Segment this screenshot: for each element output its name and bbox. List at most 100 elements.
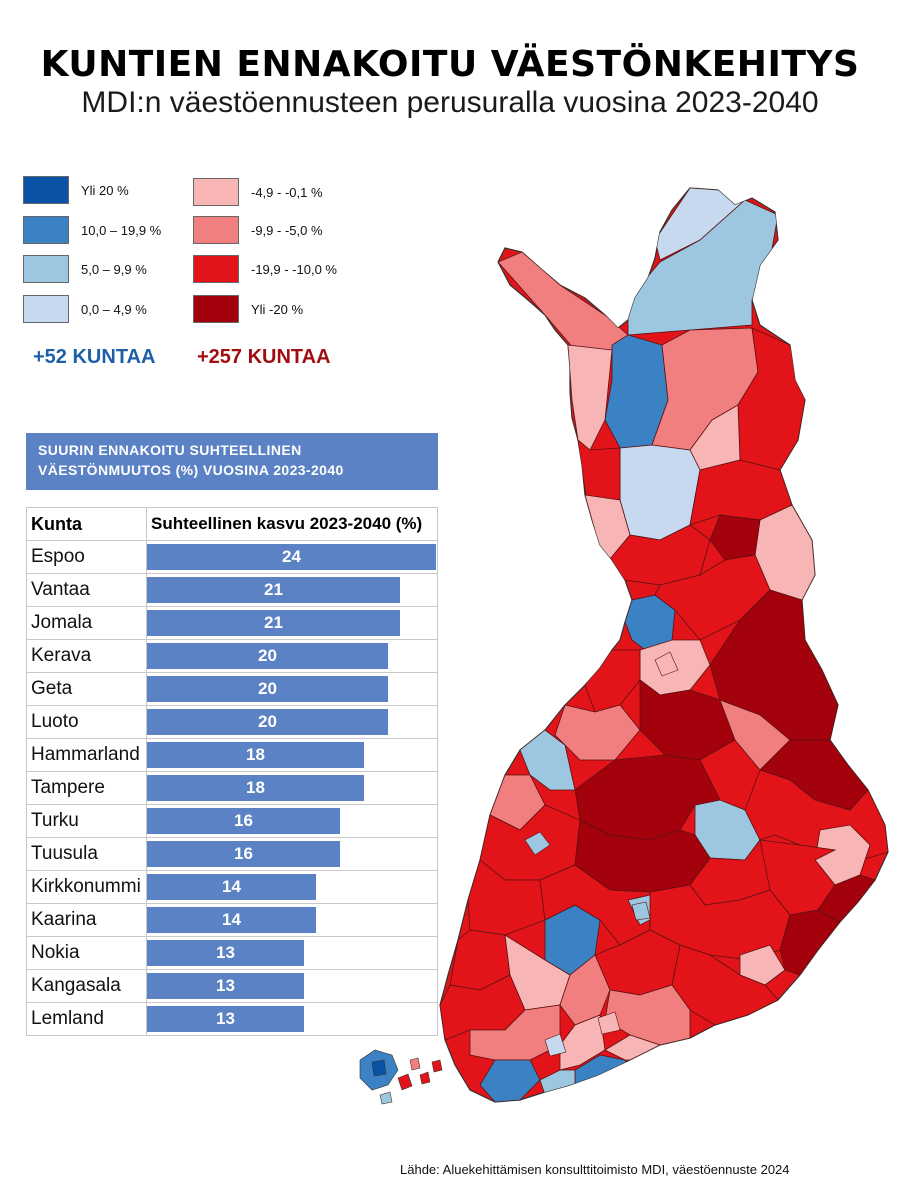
aland-islet-2 [397,1073,413,1091]
row-bar-cell: 13 [146,1002,438,1036]
row-bar: 18 [147,775,364,801]
row-municipality: Vantaa [26,573,147,607]
map-regions [359,187,889,1105]
row-municipality: Jomala [26,606,147,640]
row-municipality: Lemland [26,1002,147,1036]
region-sipoo [604,1034,662,1061]
col-header-name: Kunta [26,507,147,541]
aland-islands [359,1049,443,1105]
row-bar-cell: 21 [146,573,438,607]
legend-label: -4,9 - -0,1 % [251,184,323,200]
source-note: Lähde: Aluekehittämisen konsulttitoimist… [400,1162,790,1177]
table-row: Hammarland 18 [26,738,438,772]
table-heading-line2: VÄESTÖNMUUTOS (%) VUOSINA 2023-2040 [38,462,344,478]
legend-item-neg-5-9: -9,9 - -5,0 % [193,216,323,244]
table-body: Espoo 24 Vantaa 21 Jomala 21 Kerava 20 Geta 20 Luo… [26,540,438,1036]
legend-item-5-9: 5,0 – 9,9 % [23,255,147,283]
legend-label: 0,0 – 4,9 % [81,301,147,317]
row-bar: 18 [147,742,364,768]
lake-region-2 [597,1011,621,1035]
row-municipality: Nokia [26,936,147,970]
region-enontekio [497,251,629,351]
row-bar: 13 [147,973,304,999]
legend-item-yli-20: Yli 20 % [23,176,129,204]
row-municipality: Luoto [26,705,147,739]
row-municipality: Kaarina [26,903,147,937]
page-subtitle: MDI:n väestöennusteen perusuralla vuosin… [81,86,819,119]
row-municipality: Tampere [26,771,147,805]
region-kainuu [709,589,839,741]
row-bar-cell: 20 [146,639,438,673]
legend-label: 10,0 – 19,9 % [81,222,162,238]
lake-region-3 [544,1033,567,1057]
region-lappeenranta [779,909,841,976]
table-row: Geta 20 [26,672,438,706]
legend-swatch [23,176,69,204]
row-bar: 20 [147,709,388,735]
legend-swatch [193,216,239,244]
row-municipality: Turku [26,804,147,838]
table-row: Kangasala 13 [26,969,438,1003]
lake-region-1 [524,831,551,856]
table-row: Lemland 13 [26,1002,438,1036]
row-bar: 20 [147,676,388,702]
table-row: Vantaa 21 [26,573,438,607]
row-municipality: Kirkkonummi [26,870,147,904]
row-bar: 13 [147,940,304,966]
legend-swatch [193,295,239,323]
legend-label: -19,9 - -10,0 % [251,261,337,277]
aland-islet-4 [419,1071,431,1085]
aland-islet-6 [431,1059,443,1073]
row-bar-cell: 18 [146,771,438,805]
row-bar-cell: 14 [146,903,438,937]
growth-count: +52 KUNTAA [33,346,156,368]
aland-islet-1 [371,1059,387,1077]
row-bar-cell: 13 [146,969,438,1003]
row-bar-cell: 20 [146,672,438,706]
row-municipality: Hammarland [26,738,147,772]
legend-swatch [23,255,69,283]
row-municipality: Espoo [26,540,147,574]
row-bar-cell: 20 [146,705,438,739]
legend-swatch [23,295,69,323]
row-bar: 16 [147,841,340,867]
legend-item-10-19: 10,0 – 19,9 % [23,216,161,244]
legend-swatch [193,255,239,283]
table-row: Jomala 21 [26,606,438,640]
row-bar: 21 [147,577,400,603]
row-bar-cell: 21 [146,606,438,640]
aland-islet-5 [379,1091,393,1105]
table-row: Kerava 20 [26,639,438,673]
row-bar: 14 [147,907,316,933]
row-bar-cell: 16 [146,837,438,871]
row-bar-cell: 13 [146,936,438,970]
lake-region-4 [654,651,679,677]
row-bar: 24 [147,544,436,570]
row-bar-cell: 14 [146,870,438,904]
table-row: Nokia 13 [26,936,438,970]
row-bar-cell: 24 [146,540,438,574]
row-bar: 13 [147,1006,304,1032]
table-row: Tampere 18 [26,771,438,805]
row-municipality: Geta [26,672,147,706]
legend-label: Yli 20 % [81,182,129,198]
legend-swatch [23,216,69,244]
decline-count: +257 KUNTAA [197,346,331,368]
legend-label: Yli -20 % [251,301,304,317]
table-heading-line1: SUURIN ENNAKOITU SUHTEELLINEN [38,442,302,458]
legend-swatch [193,178,239,206]
table-heading: SUURIN ENNAKOITU SUHTEELLINEN VÄESTÖNMUU… [26,433,438,490]
legend-label: -9,9 - -5,0 % [251,222,323,238]
lake-region-5 [631,901,651,921]
row-bar: 14 [147,874,316,900]
table-row: Kaarina 14 [26,903,438,937]
legend-item-0-4: 0,0 – 4,9 % [23,295,147,323]
row-bar-cell: 18 [146,738,438,772]
table-row: Espoo 24 [26,540,438,574]
legend-item-neg-yli-20: Yli -20 % [193,295,303,323]
row-bar: 16 [147,808,340,834]
table-header-row: Kunta Suhteellinen kasvu 2023-2040 (%) [26,507,438,541]
row-municipality: Kangasala [26,969,147,1003]
table-row: Tuusula 16 [26,837,438,871]
